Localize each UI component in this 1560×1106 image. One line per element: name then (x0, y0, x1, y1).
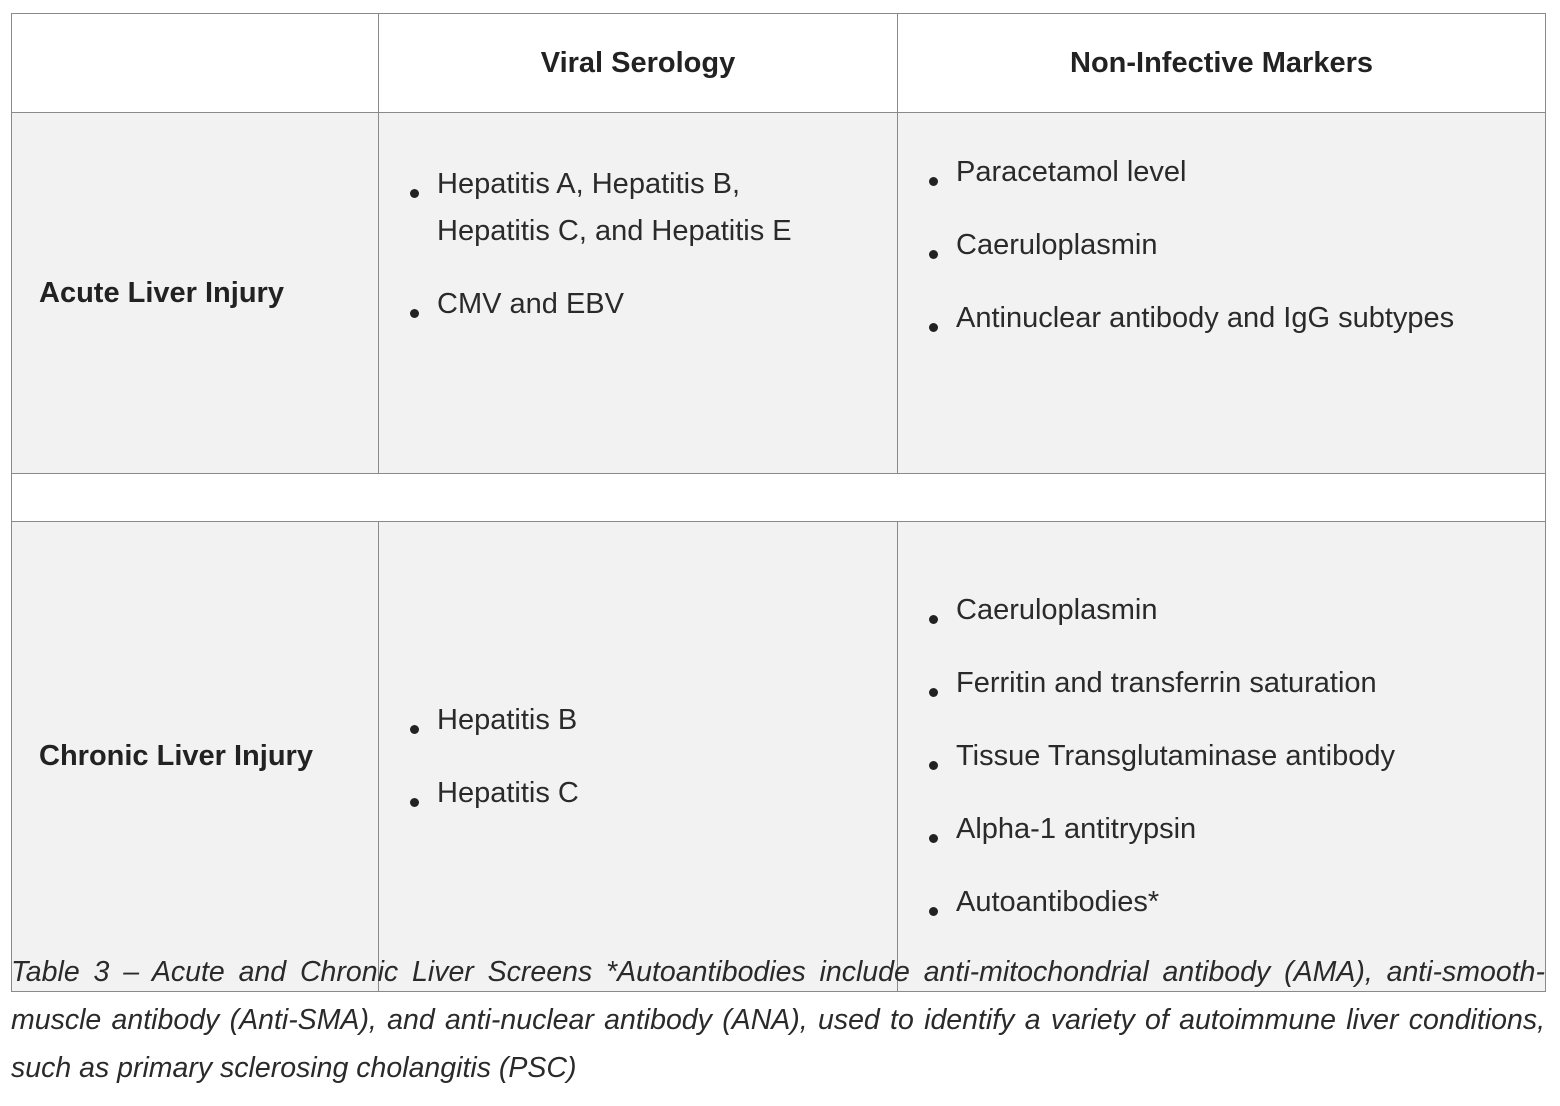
list-item: Caeruloplasmin (929, 222, 1545, 269)
spacer-cell (11, 473, 1546, 522)
acute-viral-serology-list: Hepatitis A, Hepatitis B, Hepatitis C, a… (379, 161, 897, 328)
chronic-non-infective-markers-cell: Caeruloplasmin Ferritin and transferrin … (897, 521, 1546, 992)
list-item: Hepatitis A, Hepatitis B, Hepatitis C, a… (410, 161, 827, 255)
chronic-viral-serology-list: Hepatitis B Hepatitis C (379, 697, 897, 817)
list-item: Hepatitis B (410, 697, 897, 744)
list-item: Paracetamol level (929, 149, 1545, 196)
table-row-acute: Acute Liver Injury Hepatitis A, Hepatiti… (11, 112, 1546, 474)
list-item: Tissue Transglutaminase antibody (929, 733, 1545, 780)
list-item: Alpha-1 antitrypsin (929, 806, 1545, 853)
list-item: CMV and EBV (410, 281, 897, 328)
liver-screens-table: Viral Serology Non-Infective Markers Acu… (11, 13, 1546, 992)
row-label-chronic: Chronic Liver Injury (11, 521, 379, 992)
row-label-acute: Acute Liver Injury (11, 112, 379, 474)
list-item: Autoantibodies* (929, 879, 1545, 926)
acute-viral-serology-cell: Hepatitis A, Hepatitis B, Hepatitis C, a… (378, 112, 898, 474)
header-viral-serology: Viral Serology (378, 13, 898, 113)
acute-non-infective-markers-list: Paracetamol level Caeruloplasmin Antinuc… (898, 149, 1545, 342)
list-item: Hepatitis C (410, 770, 897, 817)
chronic-non-infective-markers-list: Caeruloplasmin Ferritin and transferrin … (898, 587, 1545, 926)
table-spacer-row (11, 473, 1546, 522)
header-non-infective-markers: Non-Infective Markers (897, 13, 1546, 113)
table-row-chronic: Chronic Liver Injury Hepatitis B Hepatit… (11, 521, 1546, 992)
chronic-viral-serology-cell: Hepatitis B Hepatitis C (378, 521, 898, 992)
list-item: Caeruloplasmin (929, 587, 1545, 634)
list-item: Antinuclear antibody and IgG subtypes (929, 295, 1545, 342)
acute-non-infective-markers-cell: Paracetamol level Caeruloplasmin Antinuc… (897, 112, 1546, 474)
table-caption: Table 3 – Acute and Chronic Liver Screen… (11, 956, 1545, 1084)
liver-screens-table-container: Viral Serology Non-Infective Markers Acu… (11, 13, 1546, 992)
table-header-row: Viral Serology Non-Infective Markers (11, 13, 1546, 113)
list-item: Ferritin and transferrin saturation (929, 660, 1545, 707)
header-empty-cell (11, 13, 379, 113)
